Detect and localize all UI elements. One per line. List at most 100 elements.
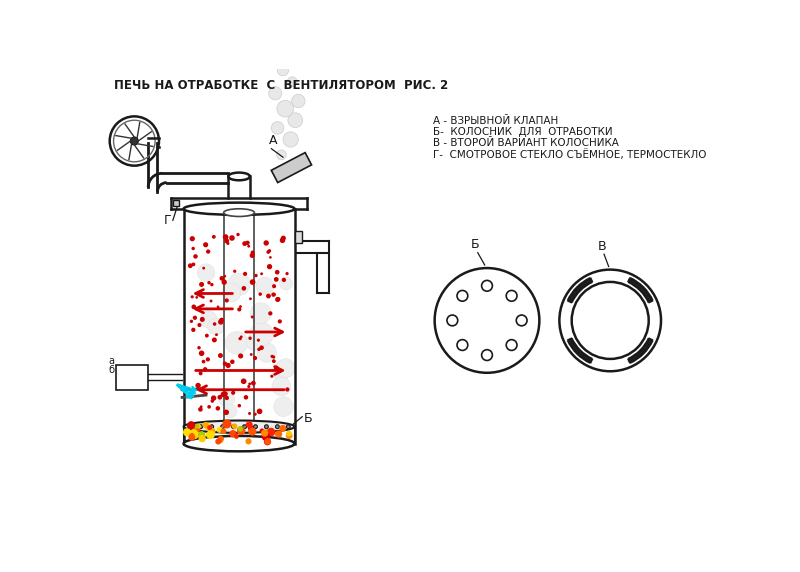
Circle shape <box>208 281 210 284</box>
Circle shape <box>232 424 237 428</box>
Text: В - ВТОРОЙ ВАРИАНТ КОЛОСНИКА: В - ВТОРОЙ ВАРИАНТ КОЛОСНИКА <box>433 138 619 148</box>
Circle shape <box>227 243 229 244</box>
Circle shape <box>271 122 284 134</box>
Circle shape <box>223 362 226 365</box>
Circle shape <box>238 427 245 435</box>
Circle shape <box>243 242 246 245</box>
Circle shape <box>269 312 272 315</box>
Circle shape <box>200 311 217 328</box>
Circle shape <box>260 346 263 349</box>
Circle shape <box>254 414 256 415</box>
Circle shape <box>242 287 246 290</box>
Circle shape <box>232 391 234 394</box>
Circle shape <box>208 426 211 430</box>
Circle shape <box>201 406 202 407</box>
Circle shape <box>204 368 206 371</box>
Circle shape <box>219 391 234 407</box>
Circle shape <box>238 427 243 432</box>
Circle shape <box>200 283 203 286</box>
Circle shape <box>206 358 210 361</box>
Circle shape <box>211 284 213 285</box>
Circle shape <box>274 397 294 416</box>
Circle shape <box>237 233 239 236</box>
Text: Б: Б <box>304 412 312 425</box>
Circle shape <box>249 412 250 414</box>
Circle shape <box>282 279 286 281</box>
Circle shape <box>263 431 267 435</box>
Circle shape <box>250 303 271 324</box>
Circle shape <box>276 431 282 437</box>
Circle shape <box>232 425 235 428</box>
Text: Б-  КОЛОСНИК  ДЛЯ  ОТРАБОТКИ: Б- КОЛОСНИК ДЛЯ ОТРАБОТКИ <box>433 127 613 137</box>
Circle shape <box>196 383 200 387</box>
Circle shape <box>218 438 222 443</box>
Circle shape <box>267 265 271 269</box>
Circle shape <box>277 100 294 117</box>
Circle shape <box>204 243 207 247</box>
Circle shape <box>230 431 236 436</box>
Circle shape <box>210 300 212 302</box>
Circle shape <box>192 248 194 249</box>
Circle shape <box>184 429 190 436</box>
Circle shape <box>223 420 230 428</box>
Circle shape <box>248 386 250 387</box>
Circle shape <box>226 299 228 302</box>
Circle shape <box>206 426 210 430</box>
Circle shape <box>216 439 221 444</box>
Circle shape <box>249 428 256 435</box>
Circle shape <box>265 439 270 444</box>
Circle shape <box>238 428 242 433</box>
Circle shape <box>218 354 222 358</box>
Circle shape <box>251 316 253 317</box>
Circle shape <box>246 422 252 427</box>
Text: А: А <box>269 134 278 147</box>
Circle shape <box>192 263 194 265</box>
Circle shape <box>199 408 202 411</box>
Circle shape <box>234 271 236 272</box>
Text: Г-  СМОТРОВОЕ СТЕКЛО СЪЁМНОЕ, ТЕРМОСТЕКЛО: Г- СМОТРОВОЕ СТЕКЛО СЪЁМНОЕ, ТЕРМОСТЕКЛО <box>433 149 706 160</box>
Circle shape <box>239 354 242 358</box>
Circle shape <box>190 430 197 436</box>
Circle shape <box>221 429 226 434</box>
Circle shape <box>276 271 279 274</box>
Circle shape <box>271 355 273 358</box>
Circle shape <box>194 424 198 428</box>
Circle shape <box>269 87 282 100</box>
Circle shape <box>199 351 204 355</box>
Ellipse shape <box>184 420 294 433</box>
Circle shape <box>283 132 298 147</box>
Circle shape <box>278 65 289 76</box>
Circle shape <box>205 423 210 428</box>
Circle shape <box>197 424 200 428</box>
Circle shape <box>224 276 226 277</box>
Circle shape <box>277 150 286 160</box>
Circle shape <box>250 280 254 284</box>
Circle shape <box>286 425 290 428</box>
Circle shape <box>206 250 210 253</box>
Circle shape <box>259 293 262 295</box>
Ellipse shape <box>224 209 254 216</box>
Circle shape <box>249 426 253 430</box>
Circle shape <box>246 241 249 244</box>
Circle shape <box>272 377 290 396</box>
Circle shape <box>198 324 201 327</box>
Circle shape <box>220 277 223 280</box>
Circle shape <box>190 434 194 438</box>
Bar <box>173 200 179 206</box>
Circle shape <box>258 409 262 414</box>
Circle shape <box>210 428 215 434</box>
Ellipse shape <box>228 173 250 180</box>
Circle shape <box>211 400 214 402</box>
Circle shape <box>258 348 260 350</box>
Circle shape <box>286 433 292 438</box>
Circle shape <box>220 319 223 322</box>
Circle shape <box>278 298 280 300</box>
Circle shape <box>223 235 228 239</box>
Circle shape <box>221 425 225 428</box>
Circle shape <box>249 337 251 339</box>
Circle shape <box>273 285 275 288</box>
Circle shape <box>274 366 278 370</box>
Circle shape <box>198 264 215 281</box>
Circle shape <box>276 297 279 301</box>
Circle shape <box>257 343 277 362</box>
